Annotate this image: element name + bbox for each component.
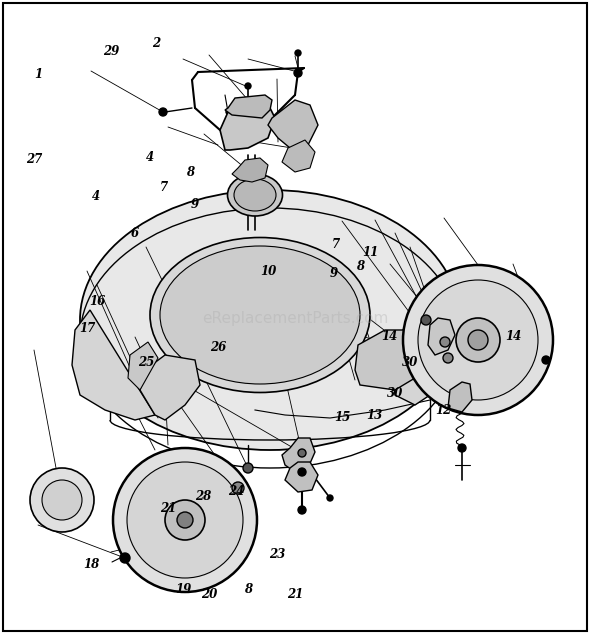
Text: 4: 4	[91, 190, 100, 203]
Text: 23: 23	[269, 548, 286, 561]
Text: 29: 29	[103, 46, 119, 58]
Text: 8: 8	[244, 583, 252, 596]
Text: 16: 16	[89, 295, 106, 307]
Text: 12: 12	[435, 404, 452, 417]
Polygon shape	[128, 342, 158, 390]
Circle shape	[421, 315, 431, 325]
Polygon shape	[448, 382, 472, 412]
Polygon shape	[285, 462, 318, 492]
Text: 21: 21	[160, 502, 176, 515]
Text: 9: 9	[329, 268, 337, 280]
Text: 28: 28	[195, 490, 212, 503]
Circle shape	[418, 280, 538, 400]
Circle shape	[159, 108, 167, 116]
Ellipse shape	[80, 190, 460, 450]
Text: eReplacementParts.com: eReplacementParts.com	[202, 311, 388, 325]
Text: 21: 21	[287, 588, 303, 601]
Text: 11: 11	[362, 246, 379, 259]
Circle shape	[298, 506, 306, 514]
Text: 4: 4	[146, 151, 155, 164]
Circle shape	[244, 101, 252, 109]
Circle shape	[127, 462, 243, 578]
Text: 14: 14	[381, 330, 398, 342]
Ellipse shape	[228, 174, 283, 216]
Circle shape	[245, 83, 251, 89]
Text: 7: 7	[332, 238, 340, 250]
Circle shape	[120, 553, 130, 563]
Circle shape	[226, 110, 230, 114]
Text: 13: 13	[366, 409, 383, 422]
Circle shape	[403, 265, 553, 415]
Circle shape	[456, 318, 500, 362]
Text: 6: 6	[130, 227, 139, 240]
Text: 2: 2	[152, 37, 160, 49]
Circle shape	[443, 353, 453, 363]
Polygon shape	[355, 330, 425, 390]
Text: 8: 8	[186, 166, 194, 179]
Text: 15: 15	[334, 411, 350, 424]
Circle shape	[42, 480, 82, 520]
Text: 24: 24	[228, 485, 244, 498]
Circle shape	[165, 500, 205, 540]
Polygon shape	[220, 105, 275, 150]
Polygon shape	[72, 310, 155, 420]
Circle shape	[294, 69, 302, 77]
Text: 1: 1	[34, 68, 42, 81]
Polygon shape	[232, 158, 268, 182]
Circle shape	[30, 468, 94, 532]
Circle shape	[458, 444, 466, 452]
Text: 8: 8	[356, 260, 364, 273]
Text: 18: 18	[83, 558, 100, 571]
Circle shape	[298, 468, 306, 476]
Polygon shape	[268, 100, 318, 148]
Circle shape	[177, 512, 193, 528]
Polygon shape	[140, 355, 200, 420]
Polygon shape	[428, 318, 455, 355]
Text: 30: 30	[387, 387, 404, 399]
Text: 27: 27	[26, 153, 42, 166]
Text: 17: 17	[79, 322, 96, 335]
Polygon shape	[390, 340, 445, 405]
Ellipse shape	[160, 246, 360, 384]
Text: 20: 20	[201, 588, 218, 601]
Polygon shape	[282, 438, 315, 472]
Circle shape	[295, 50, 301, 56]
Text: 14: 14	[505, 330, 522, 342]
Ellipse shape	[150, 238, 370, 392]
Polygon shape	[282, 140, 315, 172]
Text: 26: 26	[210, 341, 227, 354]
Circle shape	[542, 356, 550, 364]
Text: 10: 10	[260, 265, 277, 278]
Text: 30: 30	[402, 356, 418, 369]
Text: 9: 9	[191, 198, 199, 210]
Circle shape	[468, 330, 488, 350]
Circle shape	[113, 448, 257, 592]
Circle shape	[243, 463, 253, 473]
Ellipse shape	[234, 179, 276, 211]
Circle shape	[327, 495, 333, 501]
Polygon shape	[225, 95, 272, 118]
Circle shape	[232, 482, 244, 494]
Text: 25: 25	[138, 356, 155, 369]
Text: 7: 7	[160, 181, 168, 193]
Text: 19: 19	[175, 583, 191, 596]
Circle shape	[440, 337, 450, 347]
Circle shape	[298, 449, 306, 457]
